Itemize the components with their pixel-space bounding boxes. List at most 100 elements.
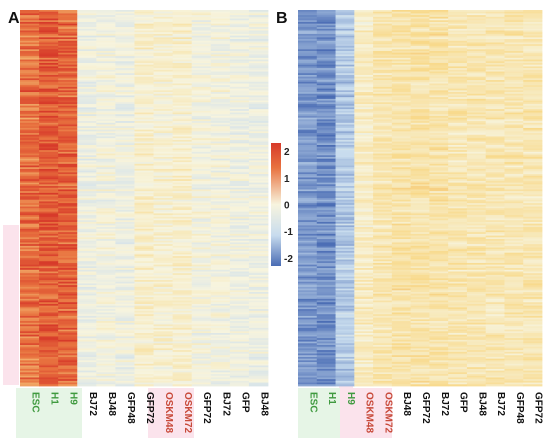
heatmap-cell (391, 133, 412, 136)
heatmap-cell (298, 92, 318, 95)
heatmap-cell (58, 86, 78, 90)
heatmap-cell (448, 264, 468, 267)
heatmap-cell (210, 261, 231, 264)
heatmap-cell (335, 104, 355, 107)
heatmap-cell (523, 266, 543, 269)
heatmap-cell (96, 122, 116, 125)
heatmap-cell (134, 115, 154, 119)
heatmap-cell (335, 182, 355, 185)
heatmap-cell (115, 145, 135, 148)
heatmap-cell (316, 163, 336, 166)
heatmap-cell (96, 57, 116, 60)
heatmap-cell (504, 33, 524, 37)
heatmap-cell (58, 233, 78, 236)
heatmap-cell (229, 129, 250, 132)
heatmap-cell (523, 25, 543, 28)
heatmap-cell (229, 286, 250, 289)
heatmap-cell (191, 245, 212, 248)
heatmap-cell (58, 331, 78, 334)
heatmap-cell (504, 286, 524, 289)
heatmap-cell (96, 112, 116, 115)
heatmap-cell (373, 203, 393, 206)
heatmap-cell (248, 269, 269, 272)
heatmap-cell (335, 39, 355, 42)
heatmap-cell (115, 114, 135, 117)
heatmap-cell (191, 322, 212, 325)
heatmap-cell (391, 56, 412, 59)
heatmap-cell (373, 117, 393, 120)
heatmap-cell (410, 117, 430, 120)
heatmap-cell (210, 368, 231, 372)
heatmap-cell (504, 213, 524, 216)
heatmap-cell (134, 247, 154, 250)
heatmap-cell (316, 268, 336, 271)
heatmap-cell (115, 307, 135, 310)
heatmap-cell (354, 39, 374, 42)
heatmap-cell (96, 261, 116, 264)
heatmap-cell (210, 20, 231, 23)
heatmap-cell (191, 56, 212, 59)
heatmap-cell (115, 216, 135, 219)
heatmap-cell (191, 104, 212, 107)
heatmap-cell (77, 367, 97, 370)
heatmap-cell (210, 141, 231, 144)
heatmap-cell (298, 227, 318, 230)
heatmap-cell (191, 69, 212, 72)
heatmap-cell (248, 51, 269, 54)
heatmap-cell (96, 360, 116, 363)
heatmap-cell (485, 252, 505, 255)
heatmap-cell (391, 73, 412, 76)
heatmap-cell (229, 305, 250, 308)
heatmap-cell (115, 86, 135, 90)
heatmap-cell (504, 215, 524, 218)
heatmap-cell (58, 49, 78, 52)
heatmap-cell (58, 139, 78, 142)
heatmap-cell (373, 232, 393, 235)
heatmap-cell (77, 237, 97, 240)
heatmap-cell (115, 93, 135, 96)
heatmap-cell (410, 136, 430, 139)
heatmap-cell (77, 127, 97, 131)
heatmap-cell (248, 192, 269, 195)
heatmap-cell (172, 175, 193, 178)
heatmap-cell (504, 35, 524, 38)
heatmap-cell (96, 54, 116, 57)
heatmap-cell (429, 35, 449, 38)
heatmap-cell (191, 98, 212, 101)
heatmap-cell (172, 297, 193, 300)
heatmap-cell (466, 216, 487, 219)
heatmap-cell (448, 139, 468, 142)
heatmap-cell (504, 281, 524, 284)
heatmap-cell (96, 47, 116, 50)
heatmap-cell (504, 85, 524, 88)
heatmap-cell (335, 44, 355, 47)
heatmap-cell (373, 109, 393, 112)
heatmap-cell (210, 104, 231, 107)
heatmap-cell (172, 303, 193, 307)
heatmap-cell (248, 250, 269, 254)
heatmap-cell (20, 374, 40, 377)
heatmap-cell (39, 295, 59, 298)
heatmap-cell (134, 254, 154, 257)
heatmap-cell (134, 204, 154, 207)
heatmap-cell (466, 54, 487, 57)
heatmap-cell (391, 194, 412, 197)
heatmap-cell (229, 329, 250, 332)
heatmap-cell (39, 213, 59, 216)
heatmap-cell (466, 203, 487, 206)
heatmap-cell (316, 228, 336, 231)
heatmap-cell (316, 59, 336, 62)
heatmap-cell (373, 271, 393, 274)
heatmap-cell (191, 235, 212, 238)
heatmap-cell (115, 362, 135, 365)
heatmap-cell (58, 365, 78, 368)
heatmap-cell (20, 138, 40, 141)
heatmap-cell (172, 245, 193, 248)
heatmap-cell (210, 339, 231, 342)
heatmap-cell (410, 98, 430, 101)
heatmap-cell (115, 199, 135, 202)
heatmap-cell (373, 71, 393, 74)
heatmap-cell (229, 206, 250, 209)
heatmap-cell (523, 39, 543, 42)
heatmap-cell (298, 23, 318, 26)
